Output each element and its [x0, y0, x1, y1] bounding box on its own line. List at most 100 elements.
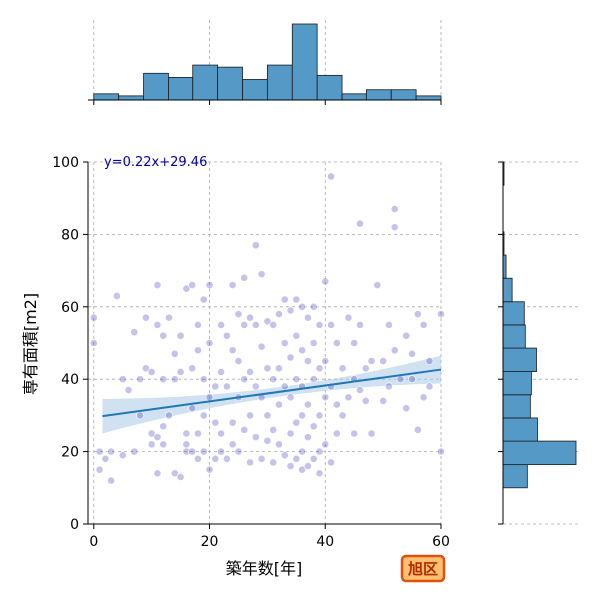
confidence-band-area: [102, 355, 441, 434]
y-axis-label: 専有面積[m2]: [21, 293, 40, 395]
histogram-bar: [502, 371, 532, 396]
scatter-point: [153, 433, 162, 442]
scatter-point: [327, 172, 335, 181]
scatter-point: [159, 422, 168, 431]
scatter-point: [153, 469, 162, 478]
scatter-point: [356, 219, 364, 228]
y-tick-label: 60: [61, 300, 79, 316]
scatter-point: [304, 400, 312, 409]
scatter-point: [217, 320, 225, 329]
scatter-point: [298, 447, 307, 456]
y-tick-label: 40: [61, 372, 79, 388]
scatter-point: [385, 382, 393, 391]
scatter-point: [390, 205, 399, 213]
scatter-point: [211, 418, 220, 427]
scatter-point: [147, 440, 156, 449]
scatter-point: [419, 320, 428, 329]
scatter-point: [199, 411, 208, 420]
scatter-point: [159, 440, 168, 449]
scatter-point: [95, 447, 104, 456]
scatter-point: [205, 465, 214, 474]
scatter-point: [437, 447, 445, 456]
scatter-point: [379, 397, 388, 405]
scatter-point: [182, 429, 191, 438]
scatter-point: [390, 223, 399, 232]
scatter-point: [194, 454, 202, 463]
scatter-point: [361, 397, 370, 405]
scatter-point: [136, 411, 144, 420]
histogram-bar: [502, 301, 525, 326]
scatter-point: [240, 320, 249, 329]
scatter-point: [321, 357, 330, 365]
scatter-point: [275, 310, 283, 318]
scatter-point: [350, 429, 359, 438]
scatter-point: [194, 429, 202, 438]
scatter-point: [275, 440, 283, 449]
scatter-point: [124, 386, 133, 394]
histogram-bar: [502, 277, 513, 303]
scatter-point: [304, 357, 312, 365]
scatter-point: [251, 241, 260, 250]
scatter-point: [199, 295, 208, 304]
scatter-point: [315, 411, 324, 420]
scatter-point: [385, 320, 393, 329]
scatter-point: [298, 346, 307, 355]
scatter-point: [176, 368, 185, 376]
scatter-point: [315, 320, 324, 329]
scatter-point: [280, 339, 289, 347]
scatter-point: [199, 375, 208, 384]
histogram-bar: [217, 66, 243, 101]
scatter-point: [89, 339, 98, 347]
area-badge: 旭区: [400, 554, 446, 583]
scatter-point: [217, 429, 225, 438]
histogram-bar: [502, 464, 528, 489]
histogram-bar: [502, 417, 538, 442]
scatter-point: [413, 310, 422, 318]
scatter-point: [165, 313, 173, 322]
scatter-point: [118, 375, 127, 384]
scatter-point: [356, 386, 364, 394]
scatter-point: [251, 382, 260, 391]
main-axes: 0 20 40 60 0 20 40 60 80 100: [52, 155, 450, 550]
x-tick-label: 20: [201, 534, 219, 550]
scatter-point: [269, 458, 278, 467]
histogram-bar: [143, 72, 169, 101]
y-tick-label: 80: [61, 227, 79, 243]
scatter-point: [315, 447, 324, 456]
scatter-point: [408, 375, 416, 384]
x-tick-label: 60: [432, 534, 450, 550]
area-badge-label: 旭区: [407, 560, 438, 578]
scatter-point: [286, 393, 295, 402]
scatter-point: [263, 436, 272, 445]
scatter-point: [344, 393, 353, 402]
scatter-point: [182, 440, 191, 449]
scatter-point: [304, 462, 312, 470]
scatter-point: [130, 447, 139, 456]
scatter-point: [136, 375, 144, 384]
scatter-point: [425, 357, 434, 365]
histogram-bar: [502, 440, 577, 466]
histogram-bar: [242, 79, 268, 101]
scatter-point: [159, 331, 168, 340]
scatter-point: [356, 320, 364, 329]
scatter-point: [396, 375, 405, 384]
scatter-point: [257, 454, 266, 463]
scatter-point: [304, 313, 312, 322]
scatter-point: [194, 346, 202, 355]
area-badge-box: [400, 554, 446, 583]
scatter-point: [298, 465, 307, 474]
scatter-point: [113, 292, 121, 300]
scatter-point: [205, 393, 214, 402]
histogram-bar: [365, 89, 392, 101]
scatter-point: [379, 357, 388, 365]
scatter-point: [246, 313, 254, 322]
scatter-point: [217, 368, 225, 376]
y-tick-label: 20: [61, 445, 79, 461]
regression-line-path: [102, 368, 442, 418]
scatter-point: [217, 447, 225, 456]
scatter-point: [95, 465, 104, 474]
histogram-bar: [502, 394, 531, 419]
scatter-point: [176, 473, 185, 481]
scatter-point: [240, 273, 249, 282]
scatter-point: [240, 425, 249, 434]
